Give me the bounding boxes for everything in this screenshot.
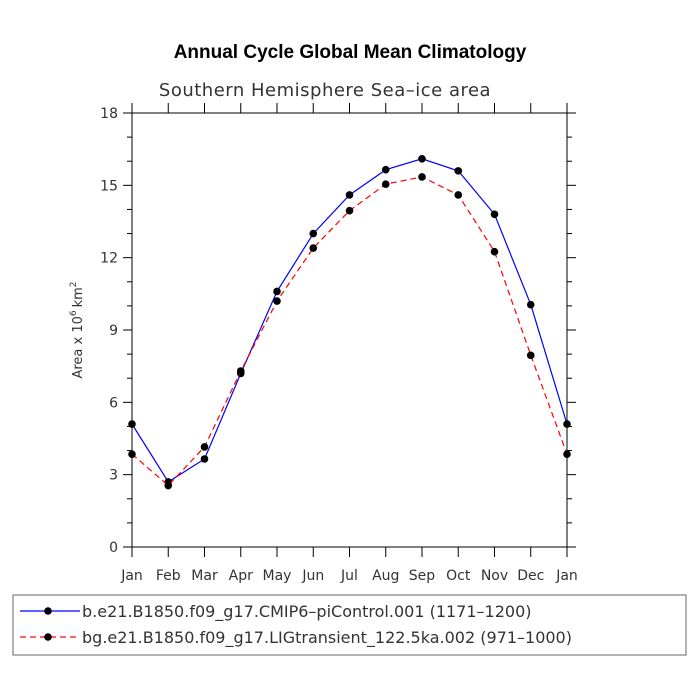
series-2-point [526,351,535,360]
series-1-point [563,420,571,428]
x-tick-label: Aug [372,568,399,584]
y-axis-title-unit: km [71,287,86,307]
x-tick-label: Nov [481,568,508,584]
series-1-point [490,210,499,219]
y-axis-title: Area x 106 km2 [69,281,86,378]
y-tick-label: 6 [109,395,118,411]
x-tick-label: Dec [517,568,544,584]
legend-label-2: bg.e21.B1850.f09_g17.LIGtransient_122.5k… [82,628,572,648]
y-axis-title-unit-exponent: 2 [69,281,79,287]
x-tick-label: Feb [156,568,181,584]
x-tick-label: Jul [340,568,358,584]
y-tick-label: 12 [100,251,118,267]
series-line-2 [131,176,568,487]
x-tick-label: Oct [446,568,471,584]
x-tick-label: Jan [120,568,143,584]
y-tick-label: 15 [100,178,118,194]
series-1-point [526,300,535,309]
series-1-point [418,155,426,163]
plot-frame [131,112,568,548]
series-2-point [490,247,499,256]
series-2-point [309,244,318,252]
legend-label-1: b.e21.B1850.f09_g17.CMIP6–piControl.001 … [82,602,532,622]
y-tick-label: 3 [109,468,118,484]
chart-subtitle: Southern Hemisphere Sea–ice area [159,80,491,101]
x-tick-label: Sep [409,568,436,584]
legend-marker-2 [44,633,52,641]
chart-title: Annual Cycle Global Mean Climatology [174,42,527,63]
series-1-point [309,229,318,238]
series-1-point [200,455,209,463]
legend: b.e21.B1850.f09_g17.CMIP6–piControl.001 … [20,602,572,648]
series-1-point [381,165,390,174]
plot-axes [131,112,568,548]
series-2-point [273,297,281,305]
series-1-point [345,191,354,199]
x-tick-label: Mar [191,568,218,584]
axis-ticks: 0 3 6 9 12 15 18 Jan Feb Mar Apr May Jun Jul Aug Sep Oct… [100,103,578,584]
series-2-point [164,481,173,490]
series-layer [128,155,571,490]
y-tick-label: 9 [109,323,118,339]
y-axis-title-exponent: 6 [69,310,79,316]
x-tick-label: Apr [229,568,253,584]
x-tick-label: Jun [301,568,324,584]
series-2-point [128,450,136,458]
series-2-point [454,191,463,199]
series-2-point [236,367,245,375]
legend-box [12,594,687,656]
y-tick-label: 18 [100,106,118,122]
series-1-point [128,420,136,428]
series-2-point [345,206,354,215]
y-tick-label: 0 [109,540,118,556]
x-tick-label: May [263,568,292,584]
series-2-point [563,450,571,458]
x-tick-label: Jan [555,568,578,584]
legend-marker-1 [44,607,52,615]
series-2-point [381,180,390,188]
y-axis-title-prefix: Area x 10 [71,316,86,378]
series-1-point [454,167,463,175]
series-2-point [200,443,209,451]
series-2-point [418,173,426,181]
series-1-point [273,287,281,296]
